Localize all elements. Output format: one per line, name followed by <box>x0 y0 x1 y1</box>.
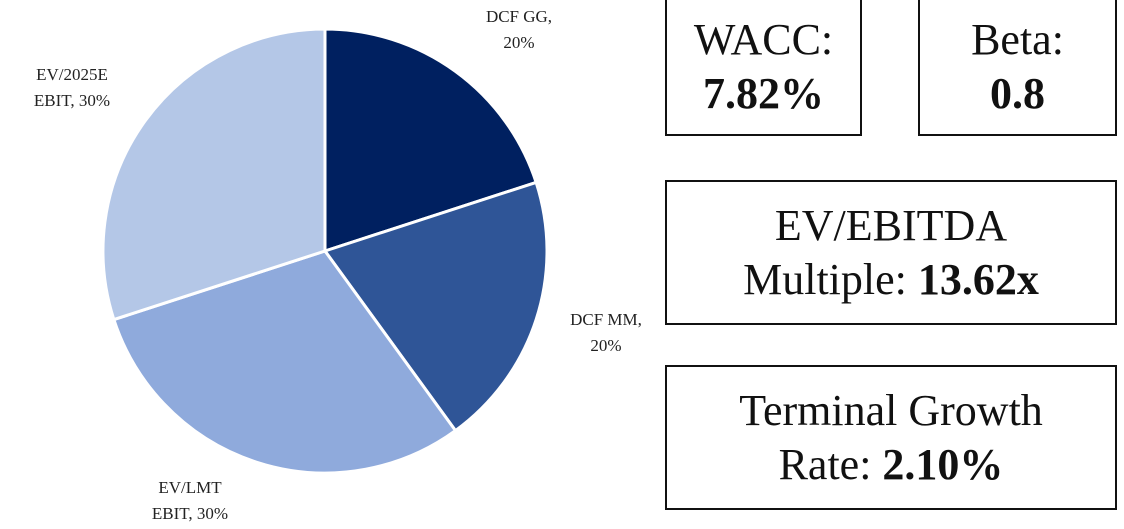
data-label: DCF GG, 20% <box>486 7 552 52</box>
metric-card: WACC: 7.82% <box>665 0 862 136</box>
card-label: Beta: <box>971 15 1064 65</box>
card-value: 7.82% <box>703 69 824 118</box>
metric-card: Terminal Growth Rate: 2.10% <box>665 365 1117 510</box>
card-label: Multiple: <box>743 254 907 304</box>
card-line: Multiple: 13.62x <box>743 253 1039 307</box>
pie-slice <box>323 27 538 253</box>
card-label: Rate: <box>778 439 872 489</box>
data-label: EV/2025E EBIT, 30% <box>34 65 110 110</box>
data-label-line: EV/LMT <box>158 478 222 497</box>
data-label: DCF MM, 20% <box>570 310 642 355</box>
data-label-line: EBIT, 30% <box>152 504 228 523</box>
data-label-line: 20% <box>590 336 621 355</box>
data-label-line: DCF MM, <box>570 310 642 329</box>
card-title: EV/EBITDA <box>774 200 1008 250</box>
data-label-line: 20% <box>503 33 534 52</box>
card-value: 13.62x <box>917 254 1039 304</box>
pie-chart: DCF GG, 20%DCF MM, 20%EV/LMT EBIT, 30%EV/20… <box>34 7 642 523</box>
card-line: Rate: 2.10% <box>779 438 1004 492</box>
metric-card: EV/EBITDA Multiple: 13.62x <box>665 180 1117 325</box>
data-label-line: DCF GG, <box>486 7 552 26</box>
card-value: 2.10% <box>882 439 1004 489</box>
pie-slice <box>112 249 457 475</box>
pie-slice <box>101 27 327 322</box>
pie-slice <box>323 180 549 433</box>
card-label: WACC: <box>693 15 834 65</box>
card-value: 0.8 <box>990 69 1045 118</box>
data-label-line: EBIT, 30% <box>34 91 110 110</box>
metric-card: Beta: 0.8 <box>918 0 1117 136</box>
data-label-line: EV/2025E <box>36 65 108 84</box>
data-label: EV/LMT EBIT, 30% <box>152 478 228 523</box>
card-title: Terminal Growth <box>739 385 1043 435</box>
